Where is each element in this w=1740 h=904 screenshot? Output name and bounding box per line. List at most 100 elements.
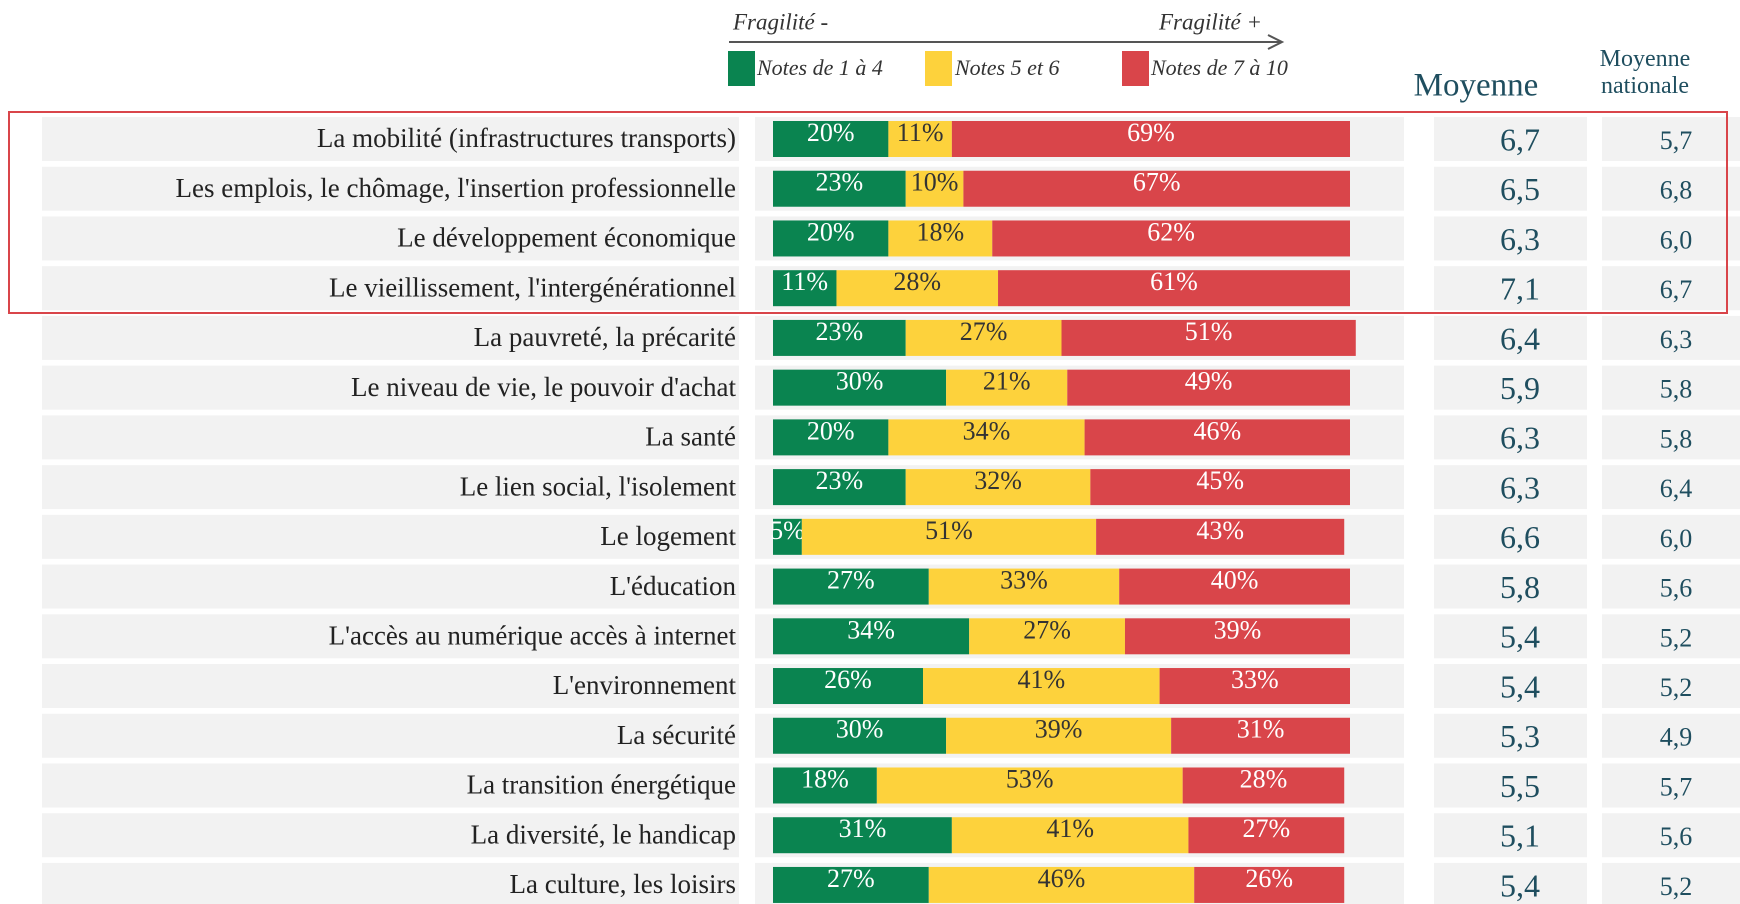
value-label: 27% (1242, 814, 1290, 843)
value-label: 28% (893, 267, 941, 296)
row-band (42, 664, 739, 709)
arrow-head (1267, 34, 1285, 50)
value-label: 11% (897, 118, 944, 147)
column-header: Moyenne nationale (1599, 46, 1691, 99)
bar-segment (801, 518, 1097, 555)
row-band (1602, 564, 1740, 609)
column-value: 7,1 (1500, 271, 1540, 307)
legend-label: Notes de 7 à 10 (1150, 55, 1288, 80)
row-band (1434, 713, 1587, 758)
column-value: 6,8 (1660, 176, 1693, 205)
value-label: 30% (836, 367, 884, 396)
value-label: 27% (960, 317, 1008, 346)
legend-label: Notes de 1 à 4 (756, 55, 883, 80)
value-label: 23% (816, 466, 864, 495)
row-band (1434, 315, 1587, 360)
value-label: 31% (1237, 715, 1285, 744)
bar-segment (836, 270, 999, 307)
column-value: 6,4 (1660, 474, 1693, 503)
value-label: 20% (807, 416, 855, 445)
row-band (42, 564, 739, 609)
row-band (1434, 614, 1587, 659)
bar-segment (905, 469, 1091, 506)
category-label: Le niveau de vie, le pouvoir d'achat (351, 372, 736, 402)
category-label: La culture, les loisirs (510, 869, 736, 899)
column-value: 5,2 (1660, 623, 1693, 652)
bar-segment (946, 369, 1068, 406)
column-value: 6,0 (1660, 524, 1693, 553)
row-band (42, 415, 739, 460)
legend-swatch (1122, 51, 1149, 86)
row-band (1602, 315, 1740, 360)
value-label: 27% (827, 566, 875, 595)
row-band (1434, 166, 1587, 211)
value-label: 62% (1147, 217, 1195, 246)
bar-segment (946, 717, 1172, 754)
category-label: La sécurité (617, 720, 736, 750)
bar-segment (905, 319, 1062, 356)
value-label: 33% (1231, 665, 1279, 694)
bar-segment (1124, 618, 1350, 655)
value-label: 11% (781, 267, 828, 296)
value-label: 26% (1245, 864, 1293, 893)
column-value: 5,4 (1500, 619, 1540, 655)
column-value: 5,2 (1660, 872, 1693, 901)
column-value: 6,5 (1500, 171, 1540, 207)
column-value: 6,3 (1500, 469, 1540, 505)
annotation: Fragilité - (732, 9, 828, 34)
row-band (42, 763, 739, 808)
row-band (1602, 514, 1740, 559)
value-label: 18% (916, 217, 964, 246)
row-band (42, 166, 739, 211)
column-value: 5,7 (1660, 772, 1693, 801)
value-label: 5% (770, 516, 805, 545)
category-label: L'éducation (610, 571, 737, 601)
category-label: Le développement économique (397, 223, 736, 253)
row-band (42, 614, 739, 659)
row-band (1602, 166, 1740, 211)
bar-segment (928, 866, 1195, 903)
value-label: 61% (1150, 267, 1198, 296)
bar-segment (773, 618, 970, 655)
value-label: 31% (839, 814, 887, 843)
row-band (1434, 813, 1587, 858)
row-band (1434, 763, 1587, 808)
value-label: 20% (807, 118, 855, 147)
value-label: 51% (1185, 317, 1233, 346)
row-band (1602, 614, 1740, 659)
column-value: 6,3 (1500, 420, 1540, 456)
column-value: 6,0 (1660, 225, 1693, 254)
bar-segment (1090, 469, 1350, 506)
row-band (1602, 813, 1740, 858)
row-band (42, 862, 739, 904)
value-label: 20% (807, 217, 855, 246)
row-band (1434, 862, 1587, 904)
row-band (1602, 862, 1740, 904)
row-band (42, 813, 739, 858)
bar-segment (1182, 767, 1345, 804)
bar-segment (1096, 518, 1345, 555)
bar-segment (1061, 319, 1356, 356)
bar-segment (1194, 866, 1345, 903)
legend-swatch (728, 51, 755, 86)
column-value: 5,5 (1500, 768, 1540, 804)
bar-segment (905, 170, 964, 207)
row-band (1434, 564, 1587, 609)
row-band (42, 465, 739, 510)
bar-segment (773, 419, 889, 456)
bar-segment (773, 170, 906, 207)
value-label: 27% (827, 864, 875, 893)
bar-segment (951, 817, 1189, 854)
value-label: 26% (824, 665, 872, 694)
annotation: Fragilité + (1158, 9, 1262, 34)
category-label: La transition énergétique (467, 770, 736, 800)
value-label: 39% (1035, 715, 1083, 744)
value-label: 30% (836, 715, 884, 744)
column-value: 5,3 (1500, 718, 1540, 754)
row-band (1434, 664, 1587, 709)
bar-segment (888, 419, 1085, 456)
value-label: 41% (1017, 665, 1065, 694)
column-value: 5,8 (1660, 424, 1693, 453)
value-label: 45% (1196, 466, 1244, 495)
value-label: 53% (1006, 764, 1054, 793)
